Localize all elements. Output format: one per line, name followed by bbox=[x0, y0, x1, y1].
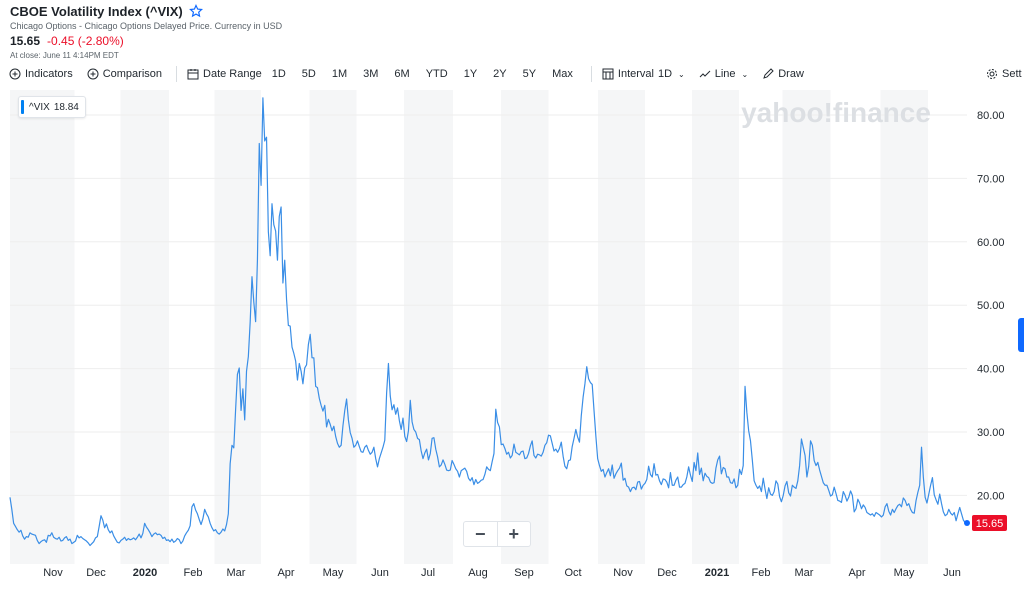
x-tick-label: Feb bbox=[752, 567, 771, 579]
range-button[interactable]: 6M bbox=[394, 68, 410, 80]
range-button[interactable]: 1M bbox=[331, 68, 348, 80]
month-band bbox=[309, 90, 357, 564]
chart-toolbar: Indicators Comparison Date Range 1D 5D 1M 3… bbox=[0, 62, 1024, 86]
pencil-icon bbox=[763, 68, 774, 79]
toolbar-divider bbox=[176, 66, 178, 82]
y-tick-label: 30.00 bbox=[977, 427, 1005, 439]
last-price-tag-label: 15.65 bbox=[976, 518, 1004, 530]
last-price-tag bbox=[972, 514, 1007, 531]
x-tick-label: 2021 bbox=[705, 567, 729, 579]
line-chart-icon bbox=[699, 70, 711, 78]
interval-dropdown[interactable]: Interval 1D ⌄ bbox=[602, 68, 685, 80]
x-tick-label: Nov bbox=[613, 567, 633, 579]
y-tick-label: 40.00 bbox=[977, 364, 1005, 376]
x-tick-label: Oct bbox=[564, 567, 581, 579]
month-band bbox=[120, 90, 169, 564]
y-tick-label: 20.00 bbox=[977, 490, 1005, 502]
x-tick-label: 2020 bbox=[133, 567, 157, 579]
quote-header: CBOE Volatility Index (^VIX) Chicago Opt… bbox=[10, 2, 410, 62]
zoom-in-button[interactable]: + bbox=[496, 522, 531, 546]
month-band bbox=[880, 90, 928, 564]
y-tick-label: 50.00 bbox=[977, 300, 1005, 312]
month-band bbox=[214, 90, 261, 564]
y-tick-label: 60.00 bbox=[977, 237, 1005, 249]
symbol-tooltip: ^VIX 18.84 bbox=[18, 96, 86, 118]
interval-value: 1D bbox=[657, 68, 673, 80]
x-tick-label: Jun bbox=[371, 567, 389, 579]
last-price-dot bbox=[964, 519, 970, 526]
y-tick-label: 70.00 bbox=[977, 173, 1005, 185]
draw-label: Draw bbox=[778, 68, 804, 80]
date-range-button[interactable]: Date Range bbox=[187, 68, 262, 80]
zoom-control: − + bbox=[463, 521, 531, 547]
tooltip-value: 18.84 bbox=[53, 101, 79, 113]
tooltip-symbol: ^VIX bbox=[29, 101, 50, 113]
month-band bbox=[501, 90, 549, 564]
x-tick-label: May bbox=[894, 567, 915, 579]
chart-type-dropdown[interactable]: Line ⌄ bbox=[699, 68, 749, 80]
chevron-down-icon: ⌄ bbox=[678, 69, 685, 79]
interval-icon bbox=[602, 68, 614, 80]
x-tick-label: Jun bbox=[943, 567, 961, 579]
settings-button[interactable]: Sett bbox=[986, 68, 1022, 80]
last-price: 15.65 bbox=[10, 34, 41, 48]
month-band bbox=[598, 90, 645, 564]
page-title: CBOE Volatility Index (^VIX) bbox=[10, 3, 183, 19]
side-panel-tab[interactable] bbox=[1018, 318, 1024, 352]
comparison-label: Comparison bbox=[102, 68, 163, 80]
indicators-label: Indicators bbox=[25, 68, 73, 80]
indicators-button[interactable]: Indicators bbox=[9, 68, 73, 80]
range-button[interactable]: 5Y bbox=[522, 68, 537, 80]
range-button[interactable]: YTD bbox=[425, 68, 448, 80]
y-tick-label: 80.00 bbox=[977, 110, 1005, 122]
quote-subtitle: Chicago Options - Chicago Options Delaye… bbox=[10, 21, 283, 31]
range-button[interactable]: 3M bbox=[363, 68, 379, 80]
range-button[interactable]: 1Y bbox=[463, 68, 478, 80]
x-tick-label: Dec bbox=[86, 567, 106, 579]
gear-icon bbox=[987, 69, 997, 79]
chevron-down-icon: ⌄ bbox=[741, 69, 749, 79]
vix-price-line bbox=[9, 97, 968, 547]
x-tick-label: Nov bbox=[43, 567, 63, 579]
plus-circle-icon bbox=[9, 68, 21, 80]
date-range-label: Date Range bbox=[203, 68, 262, 80]
x-tick-label: Dec bbox=[657, 567, 677, 579]
chart-type-label: Line bbox=[714, 68, 736, 80]
x-tick-label: May bbox=[323, 567, 344, 579]
close-time: At close: June 11 4:14PM EDT bbox=[10, 51, 119, 60]
settings-label: Sett bbox=[1002, 68, 1022, 80]
x-tick-label: Sep bbox=[514, 567, 534, 579]
x-tick-label: Mar bbox=[795, 567, 814, 579]
star-icon[interactable] bbox=[188, 4, 203, 18]
x-tick-label: Apr bbox=[277, 567, 294, 579]
month-band bbox=[10, 90, 75, 564]
range-button[interactable]: 5D bbox=[301, 68, 316, 80]
month-band bbox=[692, 90, 739, 564]
range-buttons: 1D 5D 1M 3M 6M YTD 1Y 2Y 5Y Max bbox=[264, 68, 581, 80]
interval-label: Interval bbox=[617, 68, 654, 80]
toolbar-divider bbox=[590, 66, 592, 82]
yahoo-finance-watermark: yahoo!finance bbox=[741, 97, 931, 128]
month-band bbox=[404, 90, 453, 564]
month-band bbox=[782, 90, 831, 564]
calendar-icon bbox=[187, 69, 199, 80]
x-tick-label: Feb bbox=[184, 567, 203, 579]
x-tick-label: Aug bbox=[468, 567, 488, 579]
draw-button[interactable]: Draw bbox=[762, 68, 804, 80]
x-tick-label: Jul bbox=[421, 567, 435, 579]
plus-circle-icon bbox=[87, 68, 99, 80]
zoom-out-button[interactable]: − bbox=[474, 523, 486, 544]
x-tick-label: Apr bbox=[848, 567, 865, 579]
price-change: -0.45 (-2.80%) bbox=[47, 34, 124, 48]
range-button[interactable]: Max bbox=[552, 68, 573, 80]
range-button[interactable]: 2Y bbox=[493, 68, 507, 80]
comparison-button[interactable]: Comparison bbox=[87, 68, 162, 80]
range-button[interactable]: 1D bbox=[271, 68, 286, 80]
x-tick-label: Mar bbox=[227, 567, 246, 579]
